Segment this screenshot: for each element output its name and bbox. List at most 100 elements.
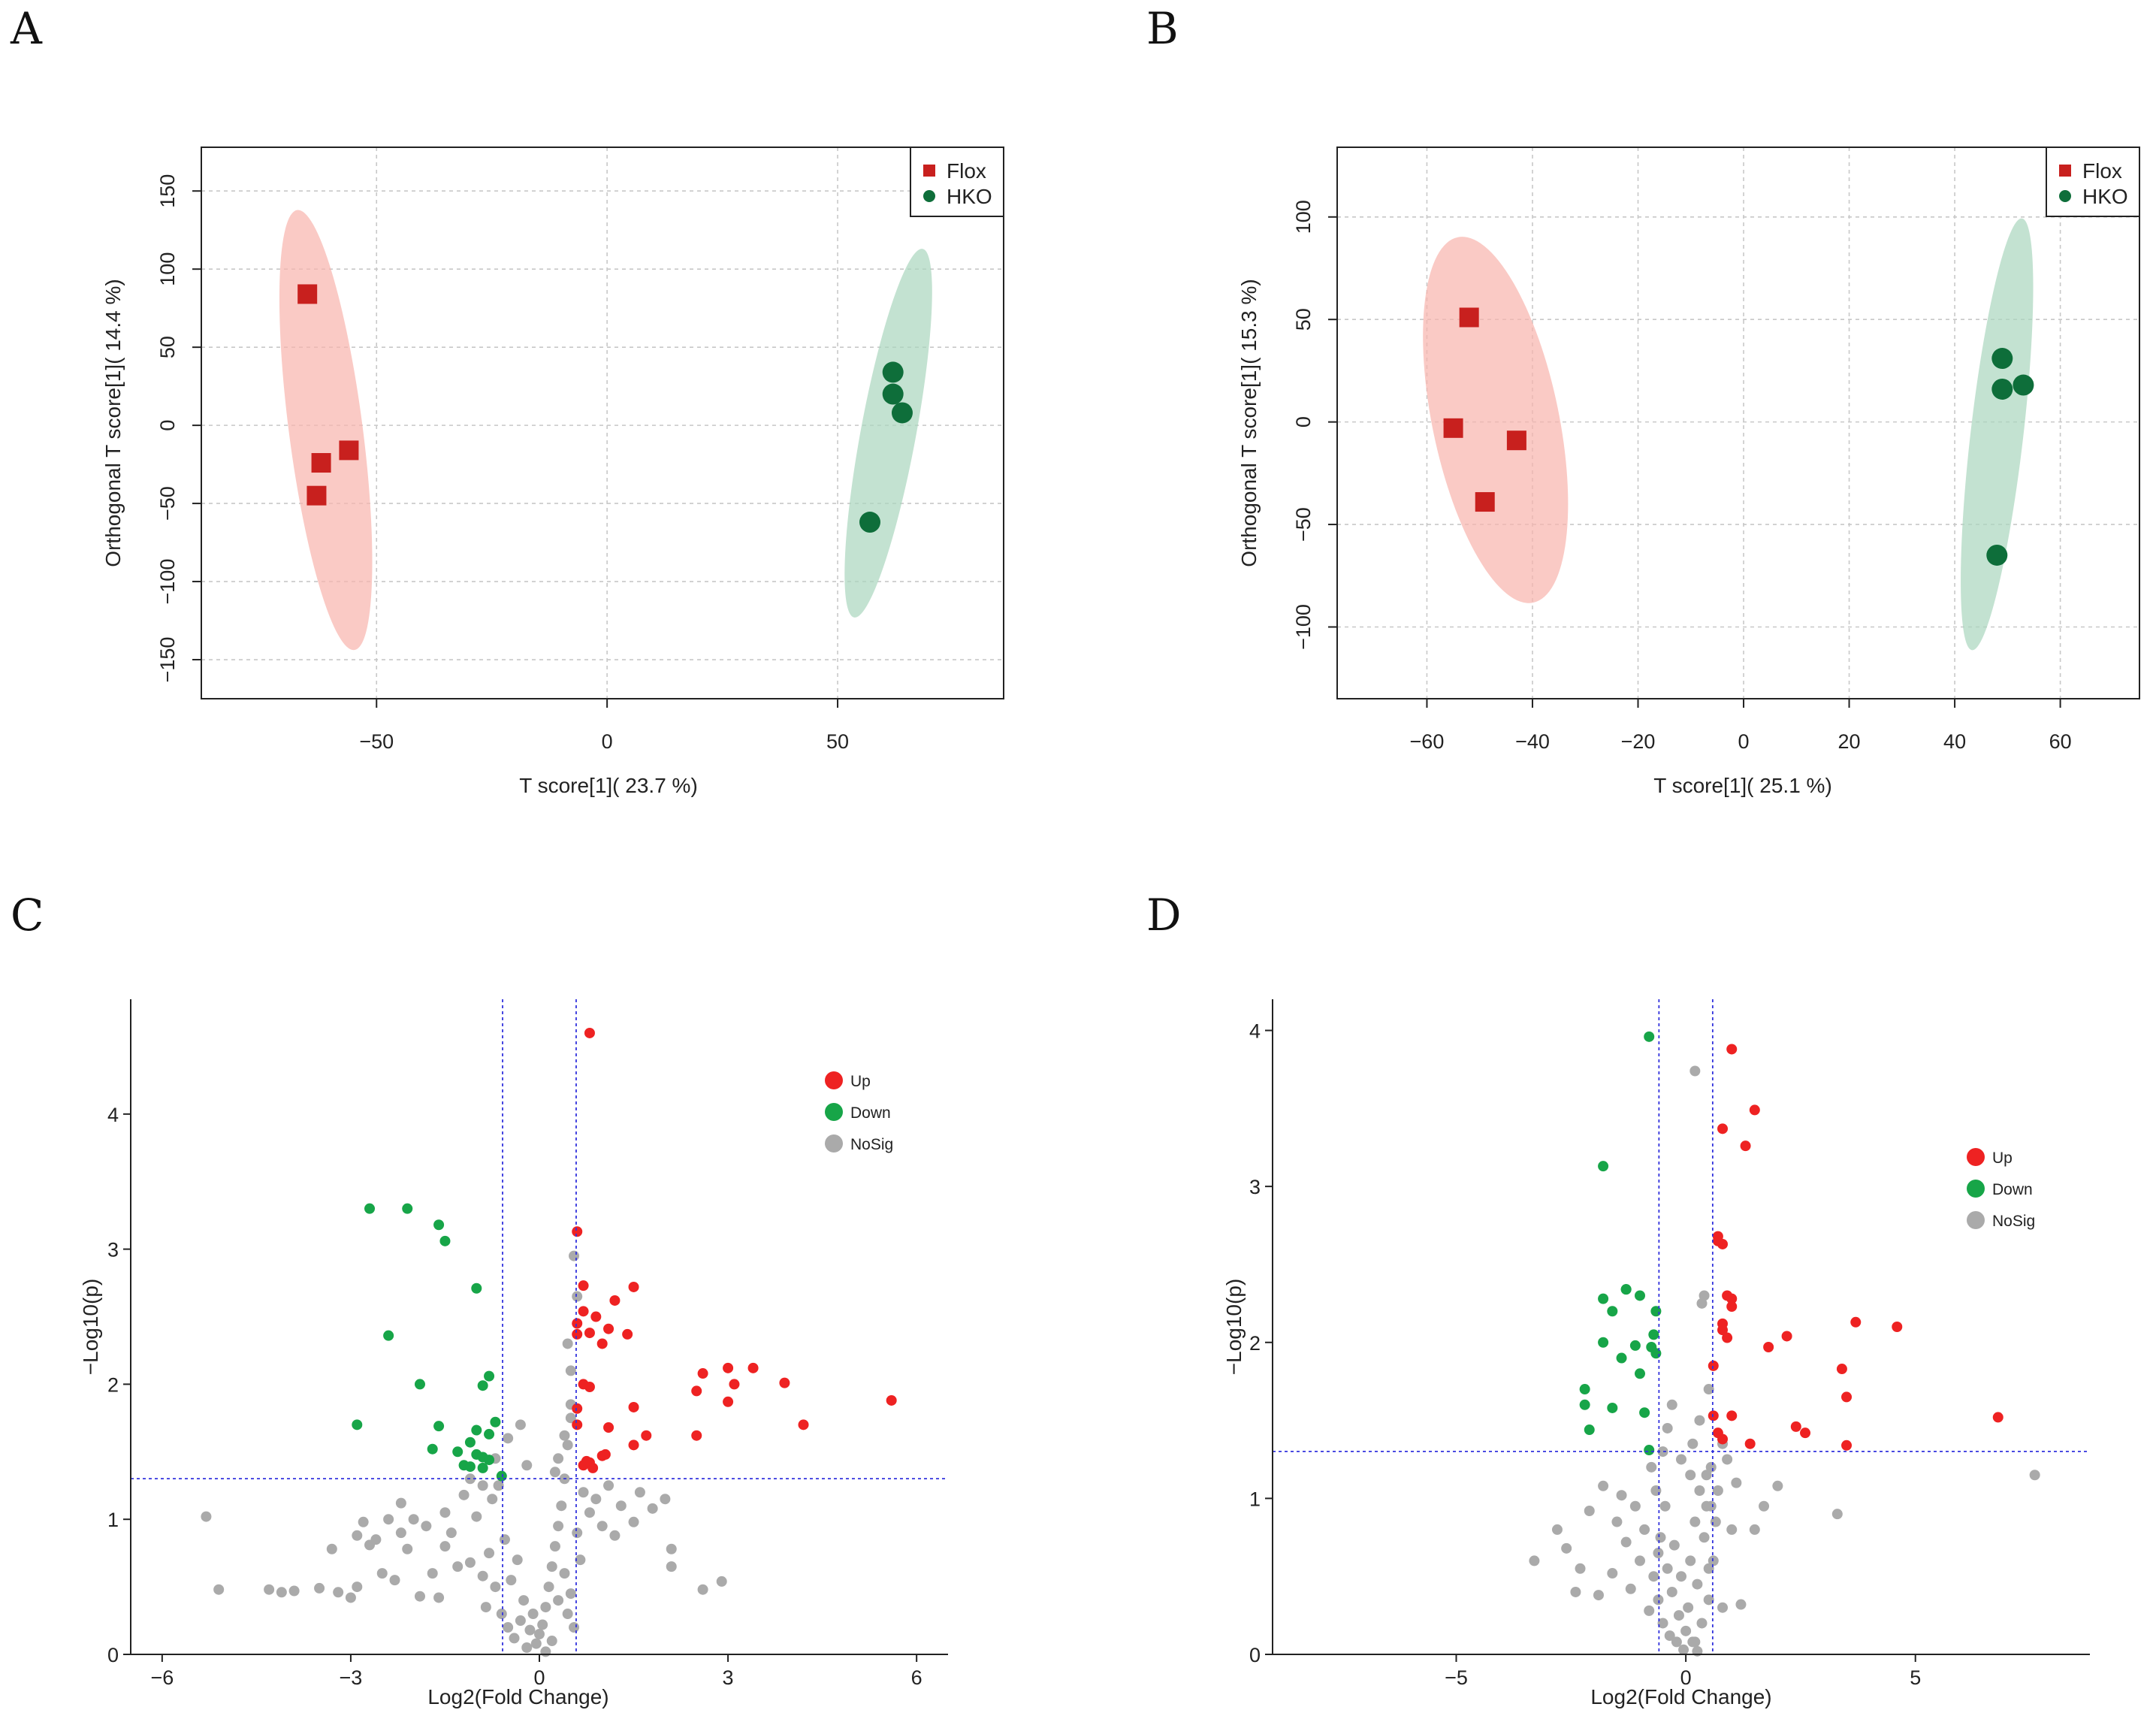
- point-up: [1726, 1293, 1738, 1304]
- point-nosig: [506, 1575, 517, 1586]
- point-nosig: [1735, 1599, 1747, 1610]
- y-axis-label: Orthogonal T score[1]( 14.4 %): [101, 279, 125, 566]
- point-down: [1644, 1445, 1655, 1456]
- point-nosig: [383, 1514, 394, 1525]
- point-up: [628, 1440, 639, 1451]
- point-down: [433, 1219, 445, 1231]
- point-nosig: [537, 1619, 548, 1630]
- point-nosig: [578, 1487, 589, 1498]
- point-up: [603, 1323, 614, 1334]
- point-up: [1740, 1140, 1751, 1152]
- legend-box: [910, 147, 1004, 217]
- point-up: [572, 1328, 583, 1340]
- point-down: [484, 1428, 495, 1440]
- point-nosig: [1653, 1594, 1664, 1606]
- y-axis-label: −Log10(p): [1222, 1279, 1246, 1375]
- point-nosig: [546, 1561, 557, 1572]
- point-down: [471, 1282, 482, 1294]
- point-up: [599, 1449, 611, 1460]
- point-down: [464, 1461, 476, 1473]
- point-nosig: [562, 1338, 573, 1349]
- y-tick-label: −50: [156, 486, 179, 521]
- y-tick-label: 1: [107, 1509, 119, 1531]
- point-nosig: [565, 1365, 576, 1376]
- point-nosig: [1726, 1524, 1738, 1535]
- point-nosig: [2029, 1470, 2040, 1481]
- point-nosig: [1607, 1568, 1618, 1579]
- point-down: [1639, 1407, 1650, 1418]
- point-nosig: [1644, 1605, 1655, 1616]
- point-nosig: [402, 1543, 413, 1554]
- point-nosig: [1671, 1636, 1682, 1648]
- point-flox: [1475, 492, 1495, 512]
- x-tick-label: −20: [1621, 730, 1656, 753]
- point-nosig: [201, 1511, 212, 1522]
- point-nosig: [288, 1585, 300, 1597]
- point-up: [628, 1281, 639, 1292]
- point-up: [886, 1394, 897, 1406]
- point-up: [723, 1396, 734, 1407]
- point-nosig: [1676, 1571, 1686, 1582]
- point-up: [584, 1382, 595, 1393]
- y-tick-label: 0: [107, 1644, 119, 1666]
- point-up: [691, 1385, 702, 1397]
- point-nosig: [584, 1507, 595, 1518]
- point-nosig: [439, 1541, 451, 1552]
- y-tick-label: 3: [1249, 1176, 1261, 1198]
- y-tick-label: −150: [156, 637, 179, 683]
- point-nosig: [549, 1467, 560, 1478]
- point-nosig: [1696, 1298, 1708, 1309]
- point-flox: [339, 440, 359, 461]
- point-down: [1648, 1329, 1659, 1340]
- legend-label-flox: Flox: [947, 159, 986, 183]
- x-axis-label: T score[1]( 25.1 %): [1653, 774, 1832, 797]
- point-down: [433, 1421, 445, 1432]
- legend: Up Down NoSig: [1967, 1148, 2035, 1230]
- point-flox: [1443, 418, 1463, 438]
- legend-marker-nosig: [1967, 1211, 1985, 1229]
- point-up: [779, 1377, 790, 1388]
- panel-label-a: A: [10, 3, 43, 54]
- x-tick-label: 0: [533, 1666, 545, 1689]
- point-nosig: [370, 1534, 382, 1545]
- point-down: [1616, 1352, 1627, 1364]
- point-nosig: [1687, 1438, 1699, 1449]
- point-nosig: [1593, 1590, 1604, 1601]
- x-tick-label: 0: [1738, 730, 1750, 753]
- point-hko: [2013, 374, 2034, 396]
- confidence-ellipse-flox: [1423, 237, 1569, 603]
- point-up: [1841, 1391, 1853, 1403]
- point-up: [596, 1338, 608, 1349]
- x-tick-label: 6: [911, 1666, 922, 1689]
- point-nosig: [1694, 1415, 1705, 1426]
- point-down: [1607, 1306, 1618, 1317]
- point-nosig: [559, 1430, 570, 1441]
- point-up: [628, 1401, 639, 1412]
- point-nosig: [1668, 1539, 1680, 1551]
- point-nosig: [647, 1503, 658, 1514]
- point-nosig: [276, 1587, 287, 1598]
- point-nosig: [395, 1527, 406, 1539]
- point-nosig: [421, 1521, 432, 1532]
- point-down: [490, 1416, 501, 1427]
- point-nosig: [524, 1624, 536, 1636]
- point-up: [609, 1295, 621, 1306]
- point-hko: [882, 383, 904, 405]
- x-tick-label: −40: [1515, 730, 1550, 753]
- point-hko: [882, 361, 904, 383]
- point-nosig: [1529, 1555, 1540, 1566]
- point-nosig: [553, 1521, 564, 1532]
- point-up: [723, 1362, 734, 1373]
- legend-marker-hko: [923, 190, 935, 202]
- point-nosig: [556, 1500, 567, 1512]
- point-nosig: [575, 1554, 586, 1566]
- point-nosig: [1662, 1422, 1673, 1434]
- point-nosig: [1701, 1470, 1712, 1481]
- point-nosig: [1620, 1536, 1632, 1548]
- point-down: [402, 1203, 413, 1214]
- point-up: [578, 1280, 589, 1292]
- point-nosig: [518, 1595, 530, 1606]
- point-up: [1800, 1427, 1811, 1439]
- point-nosig: [352, 1582, 363, 1593]
- point-nosig: [1678, 1644, 1689, 1655]
